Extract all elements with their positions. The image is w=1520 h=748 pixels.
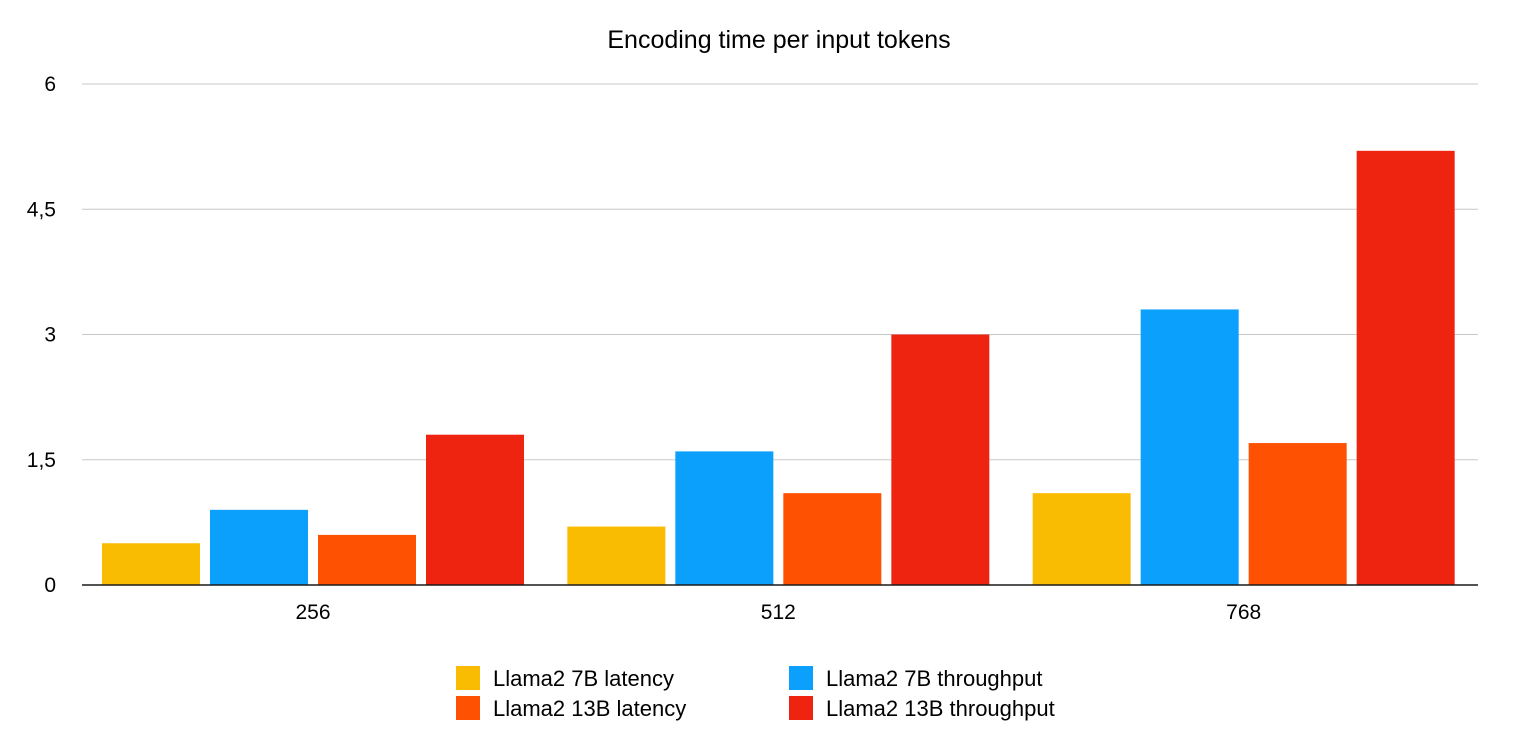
- legend-swatch: [456, 696, 480, 720]
- gridlines: [82, 83, 1478, 461]
- bar: [1248, 443, 1347, 585]
- legend-item: Llama2 7B throughput: [789, 666, 1043, 691]
- bars: [102, 150, 1455, 586]
- y-axis-ticks: 0 1,5 3 4,5 6: [27, 73, 56, 597]
- bar: [1032, 493, 1131, 585]
- x-axis-ticks: 256 512 768: [295, 601, 1261, 624]
- chart-title: Encoding time per input tokens: [607, 26, 950, 54]
- bar: [1140, 309, 1239, 585]
- y-tick-label: 3: [44, 324, 56, 347]
- legend-swatch: [789, 696, 813, 720]
- y-tick-label: 4,5: [27, 198, 56, 221]
- bar: [210, 509, 308, 585]
- bar: [675, 451, 774, 585]
- bar: [318, 534, 416, 585]
- y-tick-label: 1,5: [27, 449, 56, 472]
- bar: [783, 493, 882, 585]
- legend-item: Llama2 13B latency: [456, 696, 686, 721]
- x-tick-label: 512: [761, 601, 796, 624]
- bar: [426, 434, 524, 585]
- bar: [1356, 150, 1455, 586]
- bar: [567, 526, 666, 585]
- x-tick-label: 256: [295, 601, 330, 624]
- legend-label: Llama2 13B latency: [493, 696, 686, 721]
- legend-item: Llama2 13B throughput: [789, 696, 1055, 721]
- bar: [891, 334, 990, 585]
- legend-label: Llama2 7B throughput: [826, 666, 1043, 691]
- bar: [102, 543, 200, 585]
- legend-label: Llama2 7B latency: [493, 666, 674, 691]
- y-tick-label: 0: [44, 574, 56, 597]
- legend: Llama2 7B latency Llama2 7B throughput Lla…: [456, 666, 1055, 721]
- legend-item: Llama2 7B latency: [456, 666, 674, 691]
- x-tick-label: 768: [1226, 601, 1261, 624]
- legend-swatch: [456, 666, 480, 690]
- y-tick-label: 6: [44, 73, 56, 96]
- legend-swatch: [789, 666, 813, 690]
- legend-label: Llama2 13B throughput: [826, 696, 1055, 721]
